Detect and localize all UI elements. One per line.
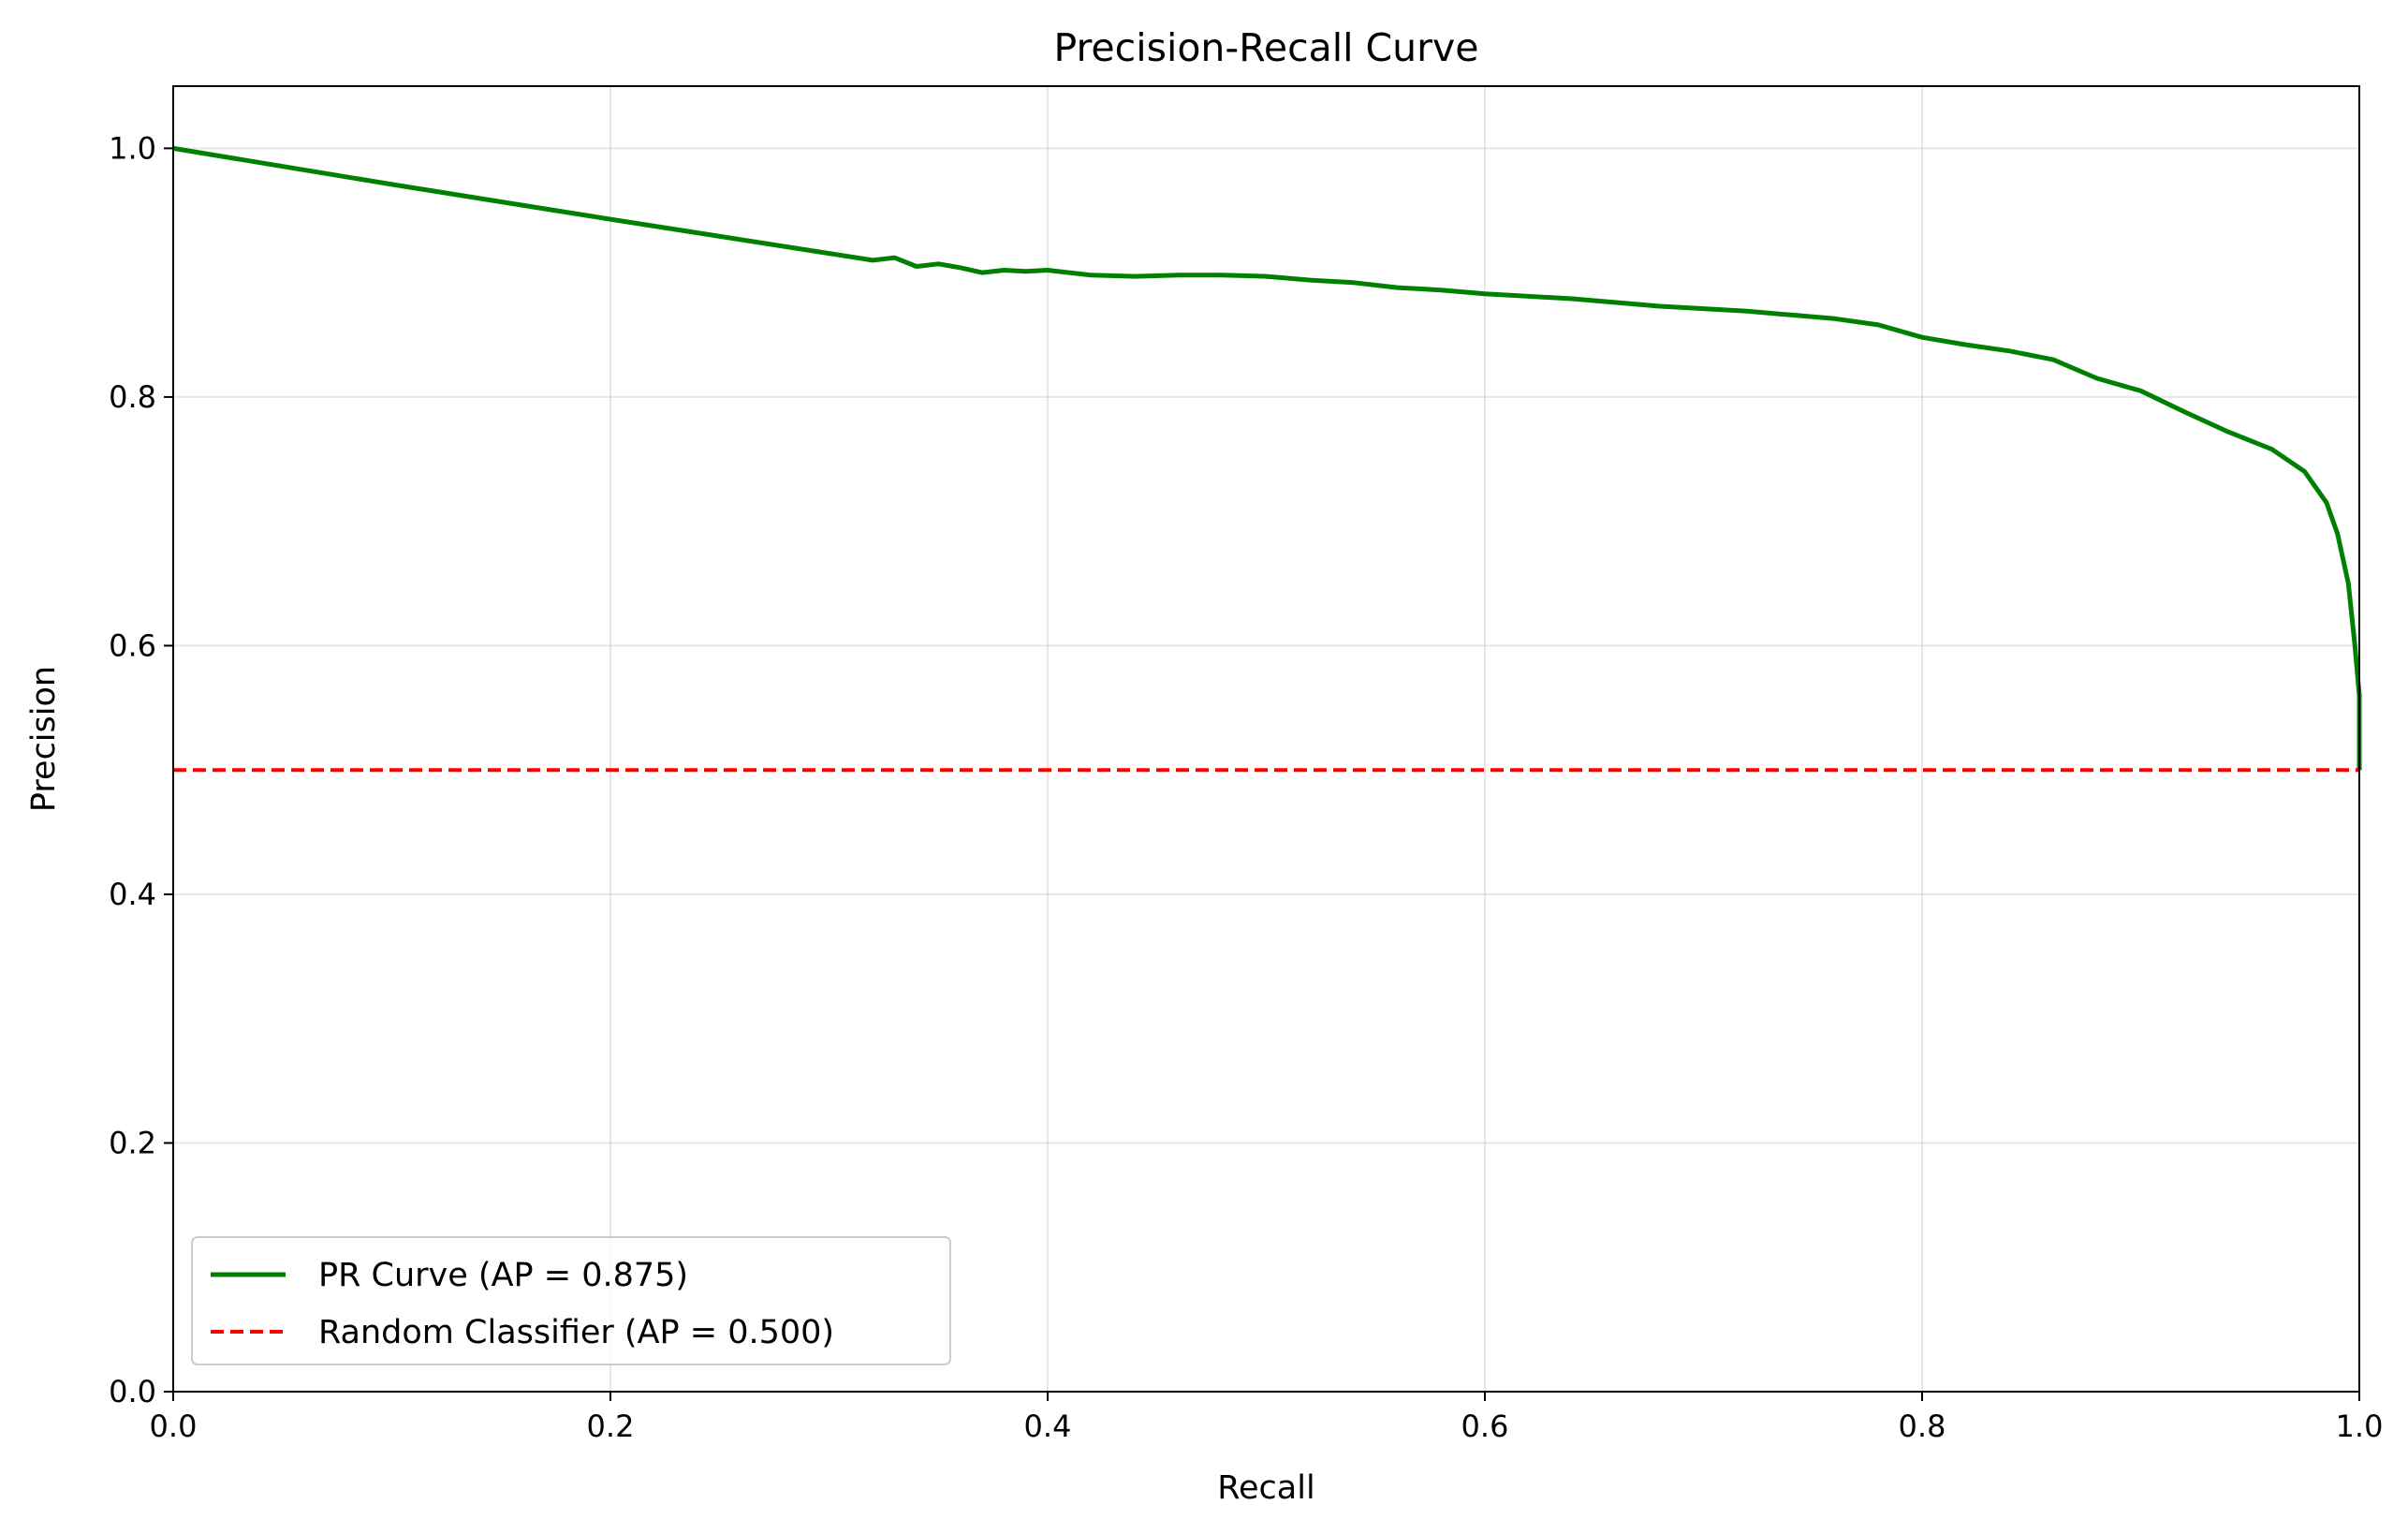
x-tick-label: 0.6 bbox=[1461, 1409, 1509, 1444]
plot-area bbox=[172, 145, 2362, 773]
legend-label-pr-curve: PR Curve (AP = 0.875) bbox=[318, 1257, 688, 1294]
legend: PR Curve (AP = 0.875) Random Classifier … bbox=[191, 1236, 951, 1365]
legend-label-random-classifier: Random Classifier (AP = 0.500) bbox=[318, 1314, 834, 1351]
y-tick-label: 0.4 bbox=[109, 877, 156, 912]
pr-curve-line bbox=[172, 145, 2362, 771]
legend-box bbox=[191, 1236, 951, 1365]
y-tick-label: 1.0 bbox=[109, 130, 156, 166]
y-axis-label: Precision bbox=[25, 666, 63, 812]
y-tick-label: 0.8 bbox=[109, 379, 156, 415]
axis-ticks: 0.0 0.2 0.4 0.6 0.8 1.0 0.0 0.2 0.4 0.6 0.8 1.0 bbox=[109, 130, 2383, 1444]
y-tick-label: 0.2 bbox=[109, 1125, 156, 1160]
x-axis-label: Recall bbox=[1217, 1469, 1314, 1507]
chart-title: Precision-Recall Curve bbox=[1053, 25, 1478, 70]
axes-frame bbox=[172, 85, 2360, 1393]
y-tick-label: 0.0 bbox=[109, 1374, 156, 1409]
y-tick-label: 0.6 bbox=[109, 627, 156, 663]
x-tick-label: 0.2 bbox=[587, 1409, 635, 1444]
x-tick-label: 0.8 bbox=[1899, 1409, 1946, 1444]
x-tick-label: 0.4 bbox=[1024, 1409, 1072, 1444]
x-tick-label: 1.0 bbox=[2336, 1409, 2384, 1444]
x-tick-label: 0.0 bbox=[150, 1409, 198, 1444]
